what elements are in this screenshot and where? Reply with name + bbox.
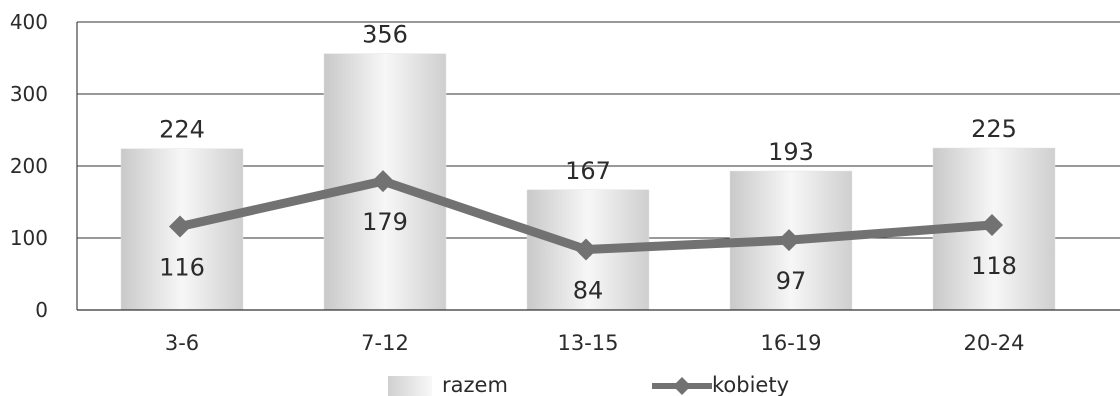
y-tick-label-400: 400 xyxy=(10,10,48,34)
bar-value-label-7-12: 356 xyxy=(362,21,408,49)
axes: 0 100 200 300 400 3-6 7-12 13-15 16-19 20-24 xyxy=(10,10,1120,355)
x-tick-label-20-24: 20-24 xyxy=(963,331,1024,355)
line-series xyxy=(169,170,1003,261)
y-tick-label-100: 100 xyxy=(10,226,48,250)
bar-value-label-20-24: 225 xyxy=(971,115,1017,143)
point-kobiety-7-12 xyxy=(372,170,394,193)
y-tick-label-0: 0 xyxy=(35,298,48,322)
point-value-label-7-12: 179 xyxy=(362,208,408,236)
point-value-label-20-24: 118 xyxy=(971,252,1017,280)
y-tick-label-200: 200 xyxy=(10,154,48,178)
point-kobiety-3-6 xyxy=(169,215,191,238)
labels: 224 356 167 193 225 116 179 84 97 118 xyxy=(159,21,1017,305)
point-value-label-13-15: 84 xyxy=(573,277,604,305)
point-value-label-3-6: 116 xyxy=(159,253,205,281)
legend-label-kobiety: kobiety xyxy=(712,373,789,396)
point-kobiety-20-24 xyxy=(981,214,1003,237)
point-value-label-16-19: 97 xyxy=(776,267,807,295)
x-tick-label-16-19: 16-19 xyxy=(760,331,821,355)
legend-label-razem: razem xyxy=(442,373,508,396)
bar-value-label-13-15: 167 xyxy=(565,157,611,185)
y-tick-label-300: 300 xyxy=(10,82,48,106)
legend-swatch-marker-kobiety xyxy=(673,377,691,395)
x-tick-label-7-12: 7-12 xyxy=(361,331,409,355)
legend: razem kobiety xyxy=(388,373,789,396)
legend-swatch-razem xyxy=(388,376,432,396)
bar-value-label-16-19: 193 xyxy=(768,138,814,166)
x-tick-label-13-15: 13-15 xyxy=(557,331,618,355)
point-kobiety-16-19 xyxy=(778,229,800,252)
x-tick-label-3-6: 3-6 xyxy=(165,331,199,355)
bar-value-label-3-6: 224 xyxy=(159,116,205,144)
point-kobiety-13-15 xyxy=(575,238,597,261)
